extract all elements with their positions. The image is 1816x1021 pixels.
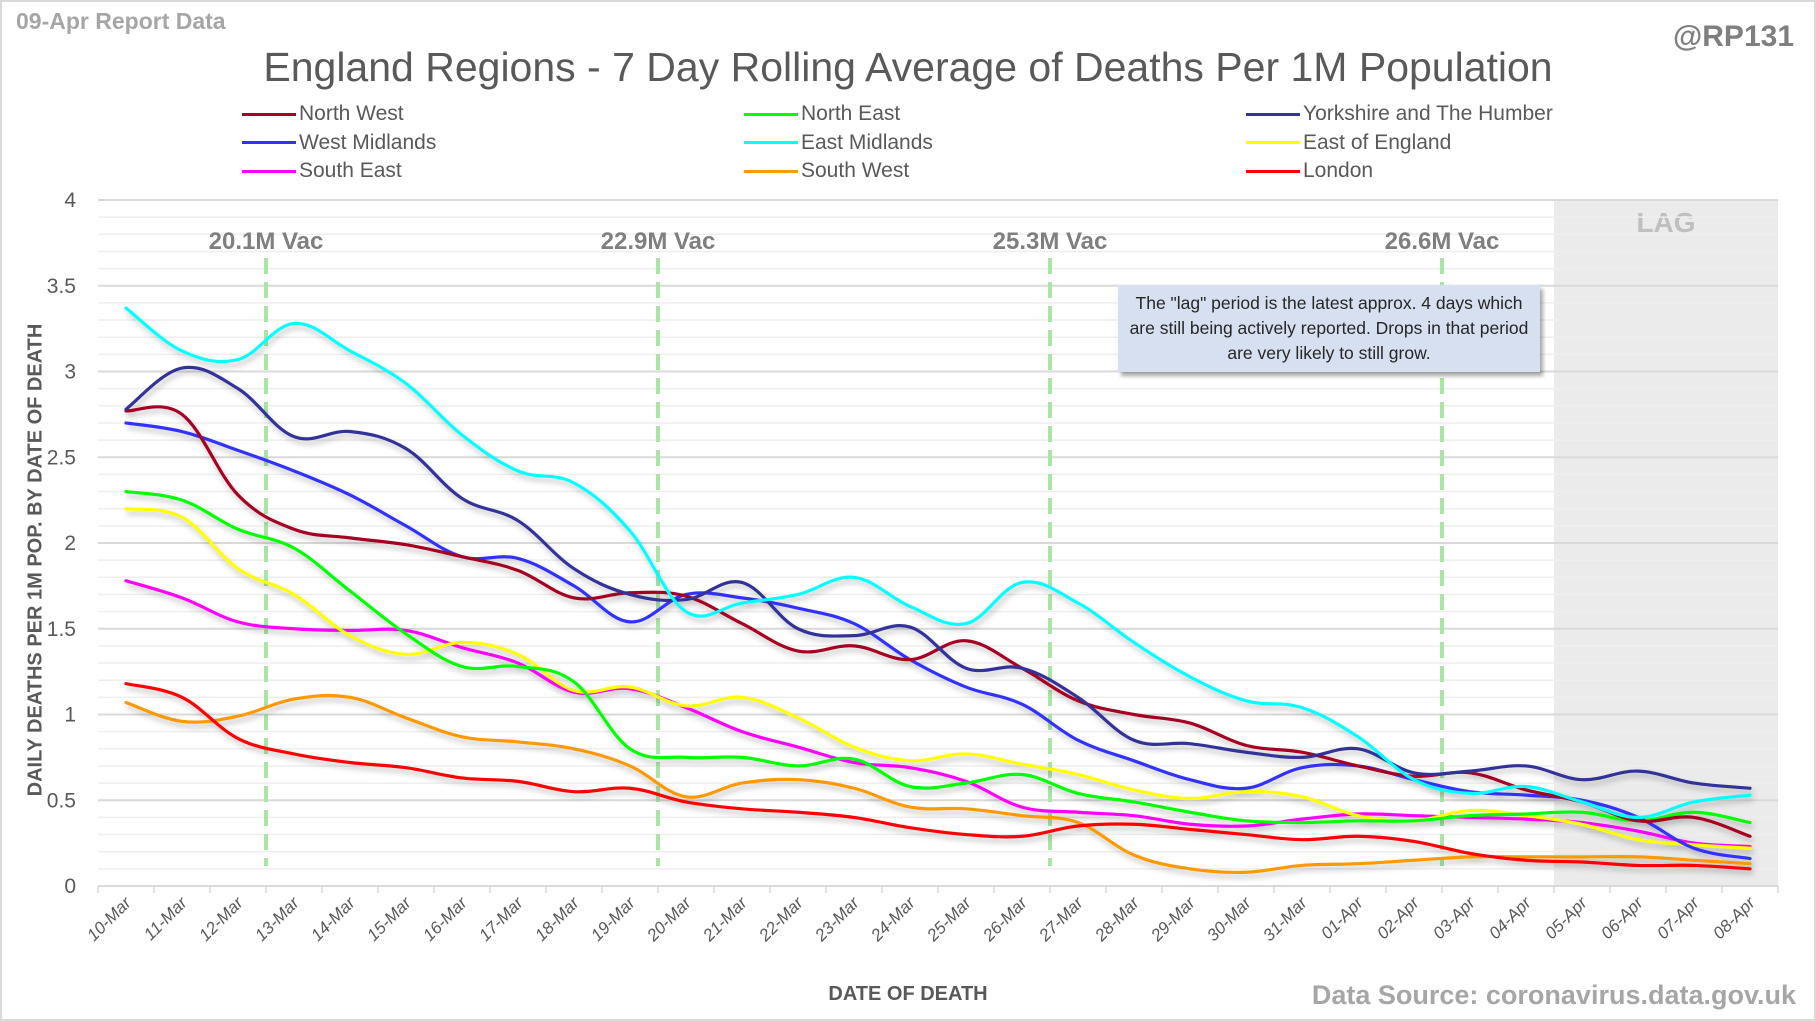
legend-swatch xyxy=(1246,169,1300,173)
legend-item: South West xyxy=(744,157,909,185)
legend-label: East of England xyxy=(1303,130,1452,154)
chart-legend: North West North East Yorkshire and The Hu… xyxy=(0,102,1816,194)
x-tick-label: 18-Mar xyxy=(531,892,583,944)
x-tick-label: 01-Apr xyxy=(1317,892,1367,942)
x-tick-label: 21-Mar xyxy=(699,892,752,945)
x-tick-label: 04-Apr xyxy=(1485,892,1535,942)
y-tick-label: 1.5 xyxy=(47,618,76,641)
x-tick-label: 16-Mar xyxy=(419,892,471,944)
legend-swatch xyxy=(1246,112,1300,116)
x-tick-label: 26-Mar xyxy=(979,892,1032,945)
legend-item: North East xyxy=(744,100,900,128)
series-line-south-west xyxy=(124,693,1752,875)
x-tick-label: 13-Mar xyxy=(251,892,303,944)
vaccination-marker-label: 22.9M Vac xyxy=(601,228,716,255)
series-line-london xyxy=(124,682,1752,871)
legend-item: East of England xyxy=(1246,129,1451,157)
legend-label: East Midlands xyxy=(801,130,933,154)
legend-label: South West xyxy=(801,159,910,182)
y-tick-label: 1 xyxy=(64,704,76,727)
x-axis-label: DATE OF DEATH xyxy=(828,983,988,1005)
y-tick-label: 0 xyxy=(64,875,76,898)
x-tick-label: 24-Mar xyxy=(867,892,920,945)
author-handle: @RP131 xyxy=(1673,20,1794,53)
legend-swatch xyxy=(744,112,798,116)
x-tick-label: 25-Mar xyxy=(923,892,976,945)
legend-label: South East xyxy=(299,159,402,182)
y-tick-label: 0.5 xyxy=(47,789,76,812)
x-tick-label: 30-Mar xyxy=(1203,892,1255,944)
legend-label: Yorkshire and The Humber xyxy=(1303,102,1553,125)
legend-swatch xyxy=(1246,141,1300,144)
vaccination-marker-label: 20.1M Vac xyxy=(209,228,324,255)
legend-item: South East xyxy=(242,157,402,185)
chart-title: England Regions - 7 Day Rolling Average … xyxy=(263,44,1553,90)
series-line-east-of-england xyxy=(124,507,1752,850)
vaccination-marker-label: 25.3M Vac xyxy=(993,228,1108,255)
y-tick-label: 3.5 xyxy=(47,275,76,298)
x-tick-label: 12-Mar xyxy=(195,892,247,944)
x-tick-label: 27-Mar xyxy=(1035,892,1088,945)
legend-label: London xyxy=(1303,159,1374,182)
legend-label: North West xyxy=(299,102,404,125)
x-tick-label: 31-Mar xyxy=(1259,892,1311,944)
legend-item: North West xyxy=(242,100,404,128)
y-tick-label: 3 xyxy=(64,361,76,384)
lag-label: LAG xyxy=(1636,207,1695,238)
x-tick-label: 28-Mar xyxy=(1091,892,1144,945)
x-tick-label: 02-Apr xyxy=(1373,892,1423,942)
legend-item: East Midlands xyxy=(744,129,933,157)
x-tick-label: 14-Mar xyxy=(307,892,359,944)
vaccination-marker-label: 26.6M Vac xyxy=(1385,228,1500,255)
report-date: 09-Apr Report Data xyxy=(16,8,226,34)
y-tick-label: 4 xyxy=(64,189,76,212)
legend-swatch xyxy=(744,141,798,144)
x-tick-label: 03-Apr xyxy=(1429,892,1479,942)
legend-label: West Midlands xyxy=(299,130,437,154)
data-source: Data Source: coronavirus.data.gov.uk xyxy=(1311,980,1796,1010)
legend-item: West Midlands xyxy=(242,129,436,157)
series-line-north-west xyxy=(124,405,1752,838)
x-tick-label: 07-Apr xyxy=(1653,892,1703,942)
legend-label: North East xyxy=(801,102,901,125)
x-tick-label: 29-Mar xyxy=(1147,892,1200,945)
legend-swatch xyxy=(744,169,798,173)
x-tick-label: 10-Mar xyxy=(83,892,135,944)
x-tick-label: 15-Mar xyxy=(363,892,415,944)
x-tick-label: 20-Mar xyxy=(643,892,696,945)
x-tick-label: 06-Apr xyxy=(1597,892,1647,942)
lag-note: The "lag" period is the latest approx. 4… xyxy=(1118,285,1540,372)
y-tick-label: 2.5 xyxy=(47,446,76,469)
series-line-west-midlands xyxy=(124,421,1752,861)
legend-swatch xyxy=(242,169,296,173)
legend-swatch xyxy=(242,112,296,116)
legend-item: Yorkshire and The Humber xyxy=(1246,100,1553,128)
x-tick-label: 22-Mar xyxy=(755,892,808,945)
x-tick-label: 17-Mar xyxy=(475,892,527,944)
x-tick-label: 19-Mar xyxy=(587,892,639,944)
series-line-east-midlands xyxy=(124,306,1752,820)
series-line-yorkshire-and-the-humber xyxy=(124,365,1752,790)
x-tick-label: 08-Apr xyxy=(1709,892,1759,942)
series-line-north-east xyxy=(124,489,1752,825)
y-axis-label: DAILY DEATHS PER 1M POP. BY DATE OF DEAT… xyxy=(24,323,47,797)
x-tick-label: 23-Mar xyxy=(811,892,864,945)
legend-swatch xyxy=(242,141,296,144)
x-tick-label: 05-Apr xyxy=(1541,892,1591,942)
legend-item: London xyxy=(1246,157,1373,185)
x-tick-label: 11-Mar xyxy=(140,892,192,944)
y-tick-label: 2 xyxy=(64,532,76,555)
